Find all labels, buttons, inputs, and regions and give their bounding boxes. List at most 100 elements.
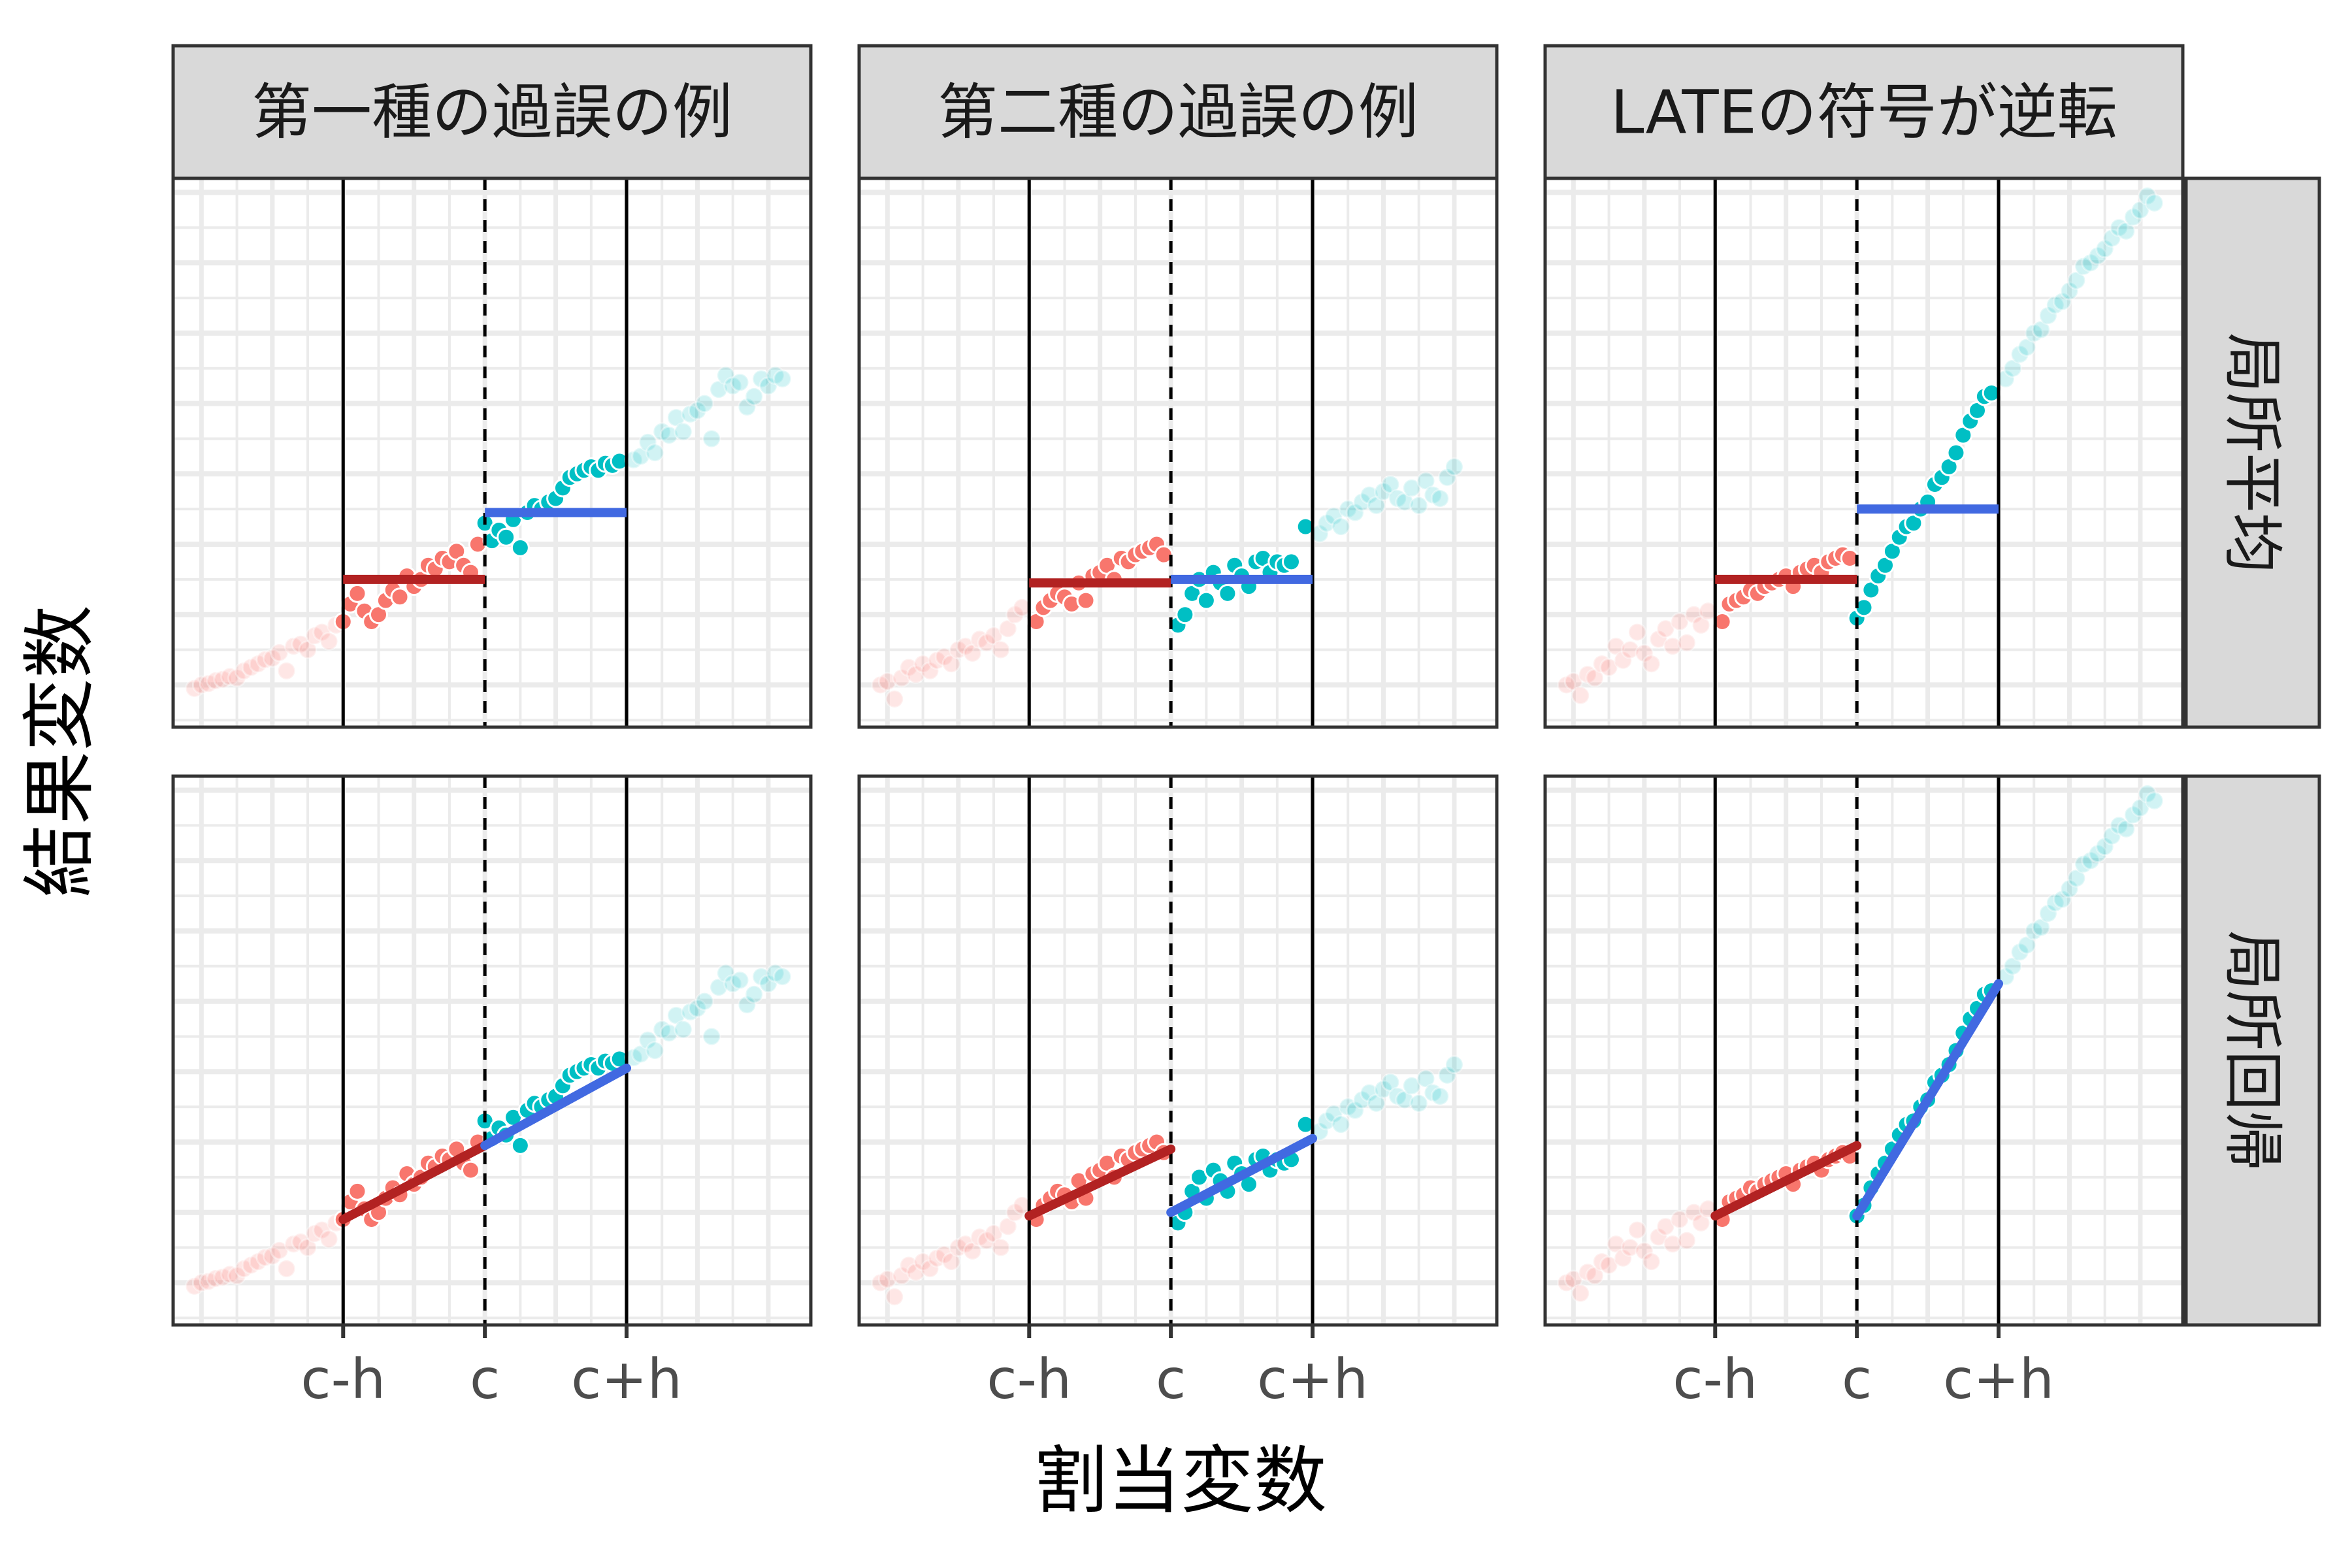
data-point [2102,229,2122,248]
data-point [1635,1241,1654,1261]
data-point [1563,672,1583,691]
data-point [963,644,983,663]
data-point [638,433,658,452]
column-strip [171,44,813,180]
data-point [970,629,989,649]
panel-background [859,776,1497,1325]
data-point [631,1044,651,1064]
data-point [751,967,771,987]
data-point [2109,815,2129,835]
data-point [2003,359,2023,378]
data-point [1345,1101,1365,1120]
data-point [312,623,332,642]
data-point [773,369,792,389]
data-point [871,675,890,694]
data-point [1175,605,1195,625]
data-point [2145,791,2164,811]
data-point [2031,918,2051,938]
data-point [298,640,318,660]
data-point [1599,1255,1619,1275]
data-point [2059,879,2079,898]
data-point [934,647,954,666]
data-point [2017,935,2036,955]
data-point [291,634,310,654]
data-point [2053,889,2072,909]
panel-grid [173,776,811,1325]
panel-background [173,178,811,727]
data-point [1571,686,1590,706]
data-point [674,422,693,442]
data-point [1557,675,1576,694]
data-point [1430,1086,1450,1106]
data-point [2024,323,2044,343]
data-point [206,671,225,691]
data-point [227,1266,247,1286]
data-point [1445,1055,1464,1075]
panel-border [171,774,813,1327]
column-strip-label: LATEの符号が逆転 [1610,78,2117,148]
data-point [892,668,911,688]
data-point [1076,591,1096,610]
data-point [1345,503,1365,523]
data-point [716,366,736,385]
data-point [2145,193,2164,213]
data-point [199,1271,218,1291]
data-point [659,1023,679,1043]
data-point [1585,1266,1605,1286]
data-point [319,1230,339,1249]
data-point [284,1234,303,1254]
data-point [1563,1269,1583,1289]
data-point [1423,485,1443,505]
facet-panel [171,774,813,1327]
data-point [1409,1094,1429,1113]
data-point [1282,552,1301,572]
data-point [766,964,785,983]
data-point [984,626,1004,645]
data-point [871,1273,890,1292]
data-point [1620,640,1640,660]
data-point [510,538,530,557]
data-point [977,633,996,653]
data-point [1437,1066,1457,1085]
facet-panel [1543,774,2185,1327]
data-point [744,985,764,1004]
data-point [744,387,764,406]
data-point [1338,499,1358,519]
data-point [1380,474,1400,494]
row-strip-label: 局所平均 [2217,333,2287,573]
data-point [885,689,904,709]
data-point [1670,612,1690,631]
data-point [674,1020,693,1039]
data-point [234,661,253,681]
column-strip [857,44,1499,180]
data-point [899,657,919,677]
data-point [2138,186,2157,206]
data-point [1578,1262,1597,1282]
data-point [913,654,933,674]
data-point [1324,506,1344,526]
data-point [213,1267,233,1287]
data-point [1606,1234,1625,1254]
data-point [461,1160,480,1180]
data-point [1402,1076,1422,1096]
data-point [751,369,771,389]
data-point [1627,623,1647,642]
data-point [2095,837,2115,857]
data-point [248,654,268,674]
data-point [906,1262,926,1282]
data-point [2066,270,2086,290]
data-point [2109,218,2129,237]
y-axis-title: 結果変数 [18,605,103,898]
data-point [2038,306,2058,325]
data-point [277,1259,297,1279]
data-point [2046,295,2065,315]
data-point [2088,843,2108,863]
left-local-regression-line [1024,1144,1176,1221]
data-point [723,974,743,994]
facet-panel [857,176,1499,729]
data-point [1946,443,1966,463]
right-local-regression-line [480,1063,632,1151]
data-point [241,1255,261,1275]
data-point [1409,496,1429,515]
data-point [2074,855,2093,874]
